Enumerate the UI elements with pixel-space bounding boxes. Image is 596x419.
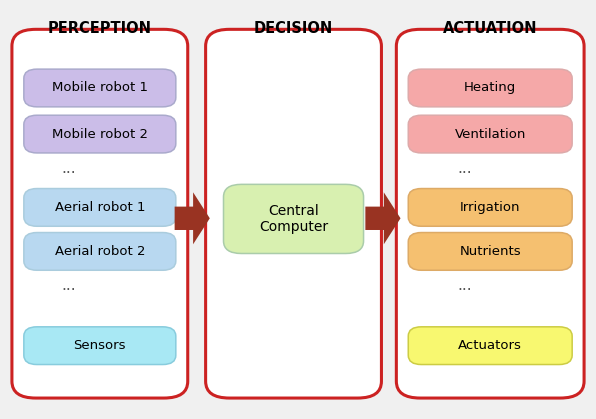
FancyBboxPatch shape (408, 233, 572, 270)
Text: Mobile robot 2: Mobile robot 2 (52, 127, 148, 141)
Text: ...: ... (458, 278, 472, 293)
FancyBboxPatch shape (408, 189, 572, 226)
Text: Mobile robot 1: Mobile robot 1 (52, 81, 148, 95)
Text: ...: ... (458, 161, 472, 176)
Text: DECISION: DECISION (254, 21, 333, 36)
FancyBboxPatch shape (24, 115, 176, 153)
Text: Aerial robot 2: Aerial robot 2 (55, 245, 145, 258)
FancyBboxPatch shape (206, 29, 381, 398)
FancyBboxPatch shape (224, 184, 364, 253)
Text: Heating: Heating (464, 81, 516, 95)
FancyBboxPatch shape (24, 189, 176, 226)
Text: Actuators: Actuators (458, 339, 522, 352)
Text: Sensors: Sensors (73, 339, 126, 352)
FancyBboxPatch shape (12, 29, 188, 398)
Text: Nutrients: Nutrients (460, 245, 521, 258)
Text: Aerial robot 1: Aerial robot 1 (55, 201, 145, 214)
FancyBboxPatch shape (408, 327, 572, 365)
FancyBboxPatch shape (24, 69, 176, 107)
Text: Central
Computer: Central Computer (259, 204, 328, 234)
FancyBboxPatch shape (24, 327, 176, 365)
Polygon shape (365, 192, 401, 244)
Text: ACTUATION: ACTUATION (443, 21, 538, 36)
Text: PERCEPTION: PERCEPTION (48, 21, 152, 36)
FancyBboxPatch shape (24, 233, 176, 270)
FancyBboxPatch shape (396, 29, 584, 398)
Text: Irrigation: Irrigation (460, 201, 520, 214)
FancyBboxPatch shape (408, 69, 572, 107)
Text: ...: ... (61, 278, 76, 293)
Text: ...: ... (61, 161, 76, 176)
Text: Ventilation: Ventilation (455, 127, 526, 141)
FancyBboxPatch shape (408, 115, 572, 153)
Polygon shape (175, 192, 210, 244)
